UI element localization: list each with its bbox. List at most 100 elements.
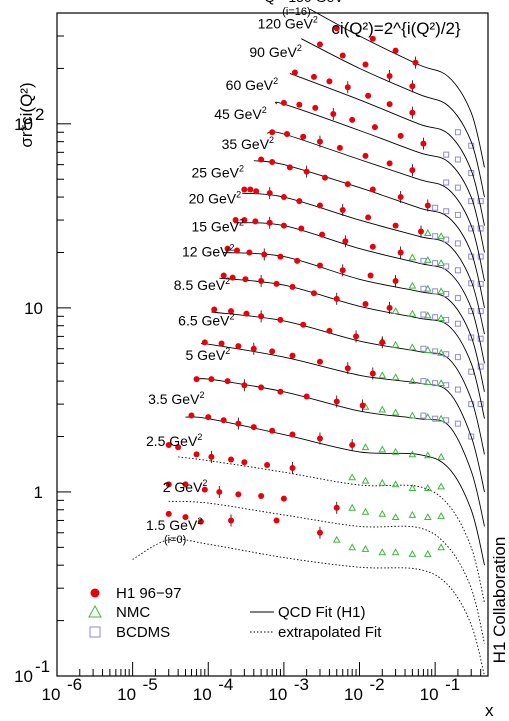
h1-point xyxy=(280,222,287,229)
h1-point xyxy=(277,388,284,395)
h1-point xyxy=(165,481,172,488)
h1-point xyxy=(349,441,356,448)
series-q2-20 xyxy=(232,216,485,364)
h1-point xyxy=(201,339,208,346)
legend-entry-nmc: NMC xyxy=(88,604,150,621)
h1-point xyxy=(280,495,287,502)
qcd-fit-line xyxy=(211,311,485,455)
x-tick-label: 10 xyxy=(344,685,363,704)
nmc-point xyxy=(391,447,400,455)
series-q2-2 xyxy=(165,481,485,644)
qcd-fit-line xyxy=(178,456,485,603)
h1-point xyxy=(392,47,399,54)
h1-point xyxy=(291,69,298,76)
nmc-point xyxy=(408,484,417,491)
legend-label: extrapolated Fit xyxy=(278,624,382,641)
nmc-point xyxy=(423,451,432,459)
plot-area xyxy=(132,8,485,677)
h1-point xyxy=(296,198,303,205)
h1-point xyxy=(365,92,372,99)
h1-point xyxy=(258,493,265,500)
h1-point xyxy=(266,219,273,226)
h1-point xyxy=(339,207,346,214)
bcdms-point xyxy=(477,280,484,287)
h1-point xyxy=(312,104,319,111)
qcd-fit-line xyxy=(132,538,485,677)
bcdms-point xyxy=(454,386,461,393)
h1-point xyxy=(409,167,416,174)
legend-label: NMC xyxy=(116,604,150,621)
y-tick-label: 10 xyxy=(24,299,43,318)
bcdms-point xyxy=(477,253,484,260)
h1-point xyxy=(241,186,248,193)
bcdms-point xyxy=(420,378,427,385)
bcdms-point xyxy=(477,225,484,232)
h1-point xyxy=(392,222,399,229)
h1-point xyxy=(362,152,369,159)
h1-point xyxy=(258,156,265,163)
legend-entry-bcdms: BCDMS xyxy=(89,624,170,641)
h1-point xyxy=(326,327,333,334)
h1-point xyxy=(303,393,310,400)
q2-labels: 1.5 GeV2(i=0) 2 GeV2 2.5 GeV2 3.5 GeV2 5 GeV… xyxy=(146,0,344,546)
h1-point xyxy=(208,453,215,460)
bcdms-point xyxy=(443,316,450,323)
legend-entry-qcd: QCD Fit (H1) xyxy=(250,604,366,621)
nmc-point xyxy=(408,253,417,261)
bcdms-point xyxy=(443,351,450,358)
bcdms-point xyxy=(432,348,439,355)
h1-point xyxy=(349,116,356,123)
h1-point xyxy=(201,486,208,493)
h1-point xyxy=(286,164,293,171)
h1-point xyxy=(220,272,227,279)
h1-point xyxy=(243,310,250,317)
bcdms-point xyxy=(443,263,450,270)
x-tick-exponent: -4 xyxy=(218,675,233,694)
h1-point xyxy=(333,25,340,32)
bcdms-point xyxy=(443,382,450,389)
legend-marker xyxy=(90,588,100,598)
h1-point xyxy=(333,295,340,302)
h1-point xyxy=(386,101,393,108)
x-tick-exponent: -2 xyxy=(370,675,385,694)
bcdms-point xyxy=(454,240,461,247)
x-tick-exponent: -3 xyxy=(294,675,309,694)
h1-point xyxy=(344,84,351,91)
series-q2-150 xyxy=(309,8,485,168)
qcd-fit-line xyxy=(301,38,485,198)
h1-point xyxy=(365,214,372,221)
h1-point xyxy=(241,382,248,389)
h1-point xyxy=(303,168,310,175)
bcdms-point xyxy=(454,420,461,427)
h1-point xyxy=(353,333,360,340)
bcdms-point xyxy=(454,295,461,302)
bcdms-point xyxy=(454,354,461,361)
series-q2-12 xyxy=(219,272,485,419)
nmc-point xyxy=(423,549,432,557)
h1-point xyxy=(235,420,242,427)
h1-point xyxy=(420,140,427,147)
h1-point xyxy=(344,365,351,372)
h1-point xyxy=(298,225,305,232)
h1-point xyxy=(362,300,369,307)
h1-point xyxy=(289,352,296,359)
h1-point xyxy=(266,190,273,197)
h1-point xyxy=(367,272,374,279)
bcdms-point xyxy=(468,198,475,205)
h1-point xyxy=(344,181,351,188)
series-q2-6_5 xyxy=(201,339,485,493)
scale-formula: ci(Q²)=2^{i(Q²)/2} xyxy=(331,19,461,38)
qcd-fit-line xyxy=(219,277,485,419)
h1-point xyxy=(424,202,431,209)
y-tick-exponent: -1 xyxy=(35,657,50,676)
h1-point xyxy=(220,417,227,424)
h1-point xyxy=(342,238,349,245)
h1-point xyxy=(205,414,212,421)
bcdms-point xyxy=(477,335,484,342)
nmc-point xyxy=(423,484,432,491)
h1-point xyxy=(273,280,280,287)
bcdms-point xyxy=(443,208,450,215)
h1-point xyxy=(208,376,215,383)
nmc-point xyxy=(378,548,387,556)
bcdms-point xyxy=(432,233,439,240)
